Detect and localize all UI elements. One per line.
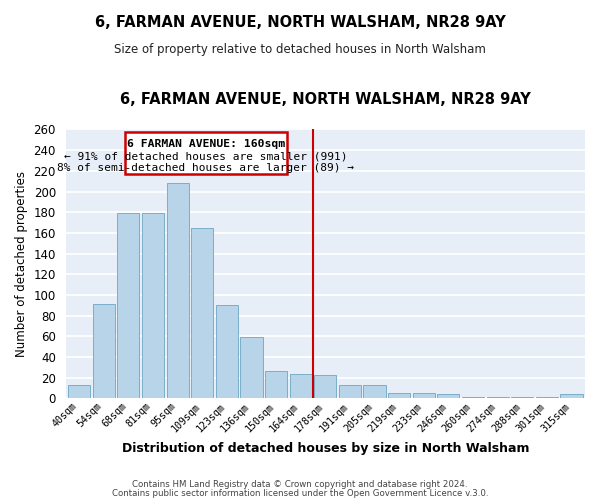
Text: 6 FARMAN AVENUE: 160sqm: 6 FARMAN AVENUE: 160sqm [127,139,285,149]
Bar [167,184,189,398]
Text: Contains public sector information licensed under the Open Government Licence v.: Contains public sector information licen… [112,488,488,498]
Bar [314,374,337,398]
Bar [142,214,164,398]
Bar [388,393,410,398]
Bar [437,394,460,398]
Bar [241,338,263,398]
Text: Size of property relative to detached houses in North Walsham: Size of property relative to detached ho… [114,42,486,56]
Bar [265,372,287,398]
Bar [216,306,238,398]
Text: 8% of semi-detached houses are larger (89) →: 8% of semi-detached houses are larger (8… [58,162,355,172]
Bar [191,228,214,398]
X-axis label: Distribution of detached houses by size in North Walsham: Distribution of detached houses by size … [122,442,529,455]
Bar [560,394,583,398]
Bar [68,385,90,398]
Bar [413,393,435,398]
Y-axis label: Number of detached properties: Number of detached properties [15,171,28,357]
Bar [339,385,361,398]
Text: Contains HM Land Registry data © Crown copyright and database right 2024.: Contains HM Land Registry data © Crown c… [132,480,468,489]
Bar [125,132,287,174]
Text: 6, FARMAN AVENUE, NORTH WALSHAM, NR28 9AY: 6, FARMAN AVENUE, NORTH WALSHAM, NR28 9A… [95,15,505,30]
Bar [290,374,312,398]
Bar [364,385,386,398]
Bar [93,304,115,398]
Title: 6, FARMAN AVENUE, NORTH WALSHAM, NR28 9AY: 6, FARMAN AVENUE, NORTH WALSHAM, NR28 9A… [120,92,531,108]
Text: ← 91% of detached houses are smaller (991): ← 91% of detached houses are smaller (99… [64,151,348,161]
Bar [118,214,139,398]
